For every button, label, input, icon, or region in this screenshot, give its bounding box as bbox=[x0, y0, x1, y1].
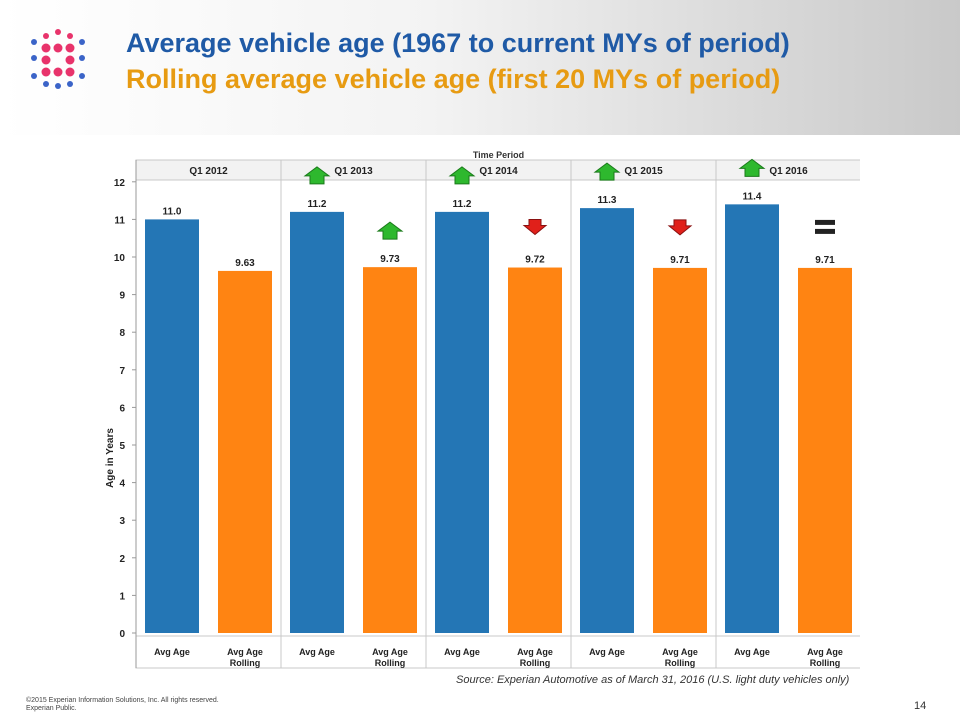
logo-dot bbox=[67, 81, 73, 87]
y-tick-label: 12 bbox=[114, 178, 126, 189]
logo-dot bbox=[65, 43, 75, 53]
data-label: 11.3 bbox=[598, 195, 617, 206]
category-label: Avg Age bbox=[444, 647, 480, 657]
copyright-line2: Experian Public. bbox=[26, 705, 77, 712]
category-label: Rolling bbox=[520, 658, 551, 668]
logo-dot bbox=[41, 43, 51, 53]
copyright-line1: ©2015 Experian Information Solutions, In… bbox=[26, 697, 219, 704]
avg-age-bar bbox=[290, 211, 344, 633]
category-label: Avg Age bbox=[734, 647, 770, 657]
avg-age-bar bbox=[145, 219, 199, 633]
logo-dot bbox=[65, 55, 75, 65]
category-label: Avg Age bbox=[662, 647, 698, 657]
y-tick-label: 0 bbox=[119, 629, 125, 640]
data-label: 9.72 bbox=[525, 255, 545, 266]
down-arrow-icon bbox=[522, 219, 548, 236]
avg-age-bar bbox=[725, 204, 779, 634]
slide-title-line2: Rolling average vehicle age (first 20 MY… bbox=[126, 64, 781, 94]
data-label: 11.0 bbox=[163, 206, 182, 217]
logo-dot bbox=[55, 83, 61, 89]
logo-dot bbox=[43, 81, 49, 87]
y-tick-label: 6 bbox=[119, 403, 125, 414]
up-arrow-icon bbox=[738, 158, 766, 177]
period-label: Q1 2014 bbox=[479, 166, 518, 177]
equal-sign-icon bbox=[815, 228, 835, 234]
logo-dot bbox=[79, 55, 85, 61]
avg-age-rolling-bar bbox=[798, 267, 852, 633]
y-tick-label: 2 bbox=[119, 554, 125, 565]
logo-dot bbox=[53, 67, 63, 77]
category-label: Rolling bbox=[665, 658, 696, 668]
up-arrow-icon bbox=[376, 221, 404, 240]
logo-dot bbox=[31, 55, 37, 61]
experian-logo-icon bbox=[31, 29, 85, 89]
data-label: 11.4 bbox=[743, 191, 762, 202]
period-label: Q1 2013 bbox=[334, 166, 373, 177]
y-tick-label: 5 bbox=[119, 441, 125, 452]
y-tick-label: 9 bbox=[119, 291, 125, 302]
category-label: Avg Age bbox=[517, 647, 553, 657]
copyright-note: ©2015 Experian Information Solutions, In… bbox=[26, 697, 219, 713]
y-tick-label: 1 bbox=[119, 591, 125, 602]
up-arrow-icon bbox=[448, 166, 476, 185]
data-label: 9.71 bbox=[815, 255, 835, 266]
logo-dot bbox=[65, 67, 75, 77]
avg-age-bar bbox=[580, 208, 634, 633]
category-label: Rolling bbox=[230, 658, 261, 668]
period-label: Q1 2012 bbox=[189, 166, 228, 177]
data-label: 11.2 bbox=[453, 199, 472, 210]
avg-age-rolling-bar bbox=[653, 267, 707, 633]
logo-dot bbox=[31, 73, 37, 79]
down-arrow-icon bbox=[667, 219, 693, 236]
logo-dot bbox=[67, 33, 73, 39]
y-tick-label: 10 bbox=[114, 253, 126, 264]
y-tick-label: 3 bbox=[119, 516, 125, 527]
category-label: Rolling bbox=[810, 658, 841, 668]
logo-dot bbox=[79, 39, 85, 45]
source-note: Source: Experian Automotive as of March … bbox=[456, 674, 850, 686]
equal-sign-icon bbox=[815, 219, 835, 225]
category-label: Avg Age bbox=[807, 647, 843, 657]
logo-dot bbox=[79, 73, 85, 79]
avg-age-rolling-bar bbox=[508, 267, 562, 633]
category-label: Avg Age bbox=[299, 647, 335, 657]
avg-age-rolling-bar bbox=[218, 270, 272, 633]
logo-dot bbox=[55, 29, 61, 35]
y-axis-label: Age in Years bbox=[105, 428, 116, 488]
category-label: Avg Age bbox=[589, 647, 625, 657]
period-label: Q1 2015 bbox=[624, 166, 663, 177]
data-label: 11.2 bbox=[308, 199, 327, 210]
logo-dot bbox=[41, 67, 51, 77]
logo-dot bbox=[43, 33, 49, 39]
category-label: Avg Age bbox=[154, 647, 190, 657]
y-tick-label: 7 bbox=[119, 366, 125, 377]
up-arrow-icon bbox=[593, 162, 621, 181]
y-tick-label: 4 bbox=[119, 479, 125, 490]
up-arrow-icon bbox=[303, 166, 331, 185]
avg-age-bar bbox=[435, 211, 489, 633]
avg-age-rolling-bar bbox=[363, 267, 417, 633]
period-label: Q1 2016 bbox=[769, 166, 808, 177]
y-tick-label: 11 bbox=[114, 215, 125, 226]
data-label: 9.63 bbox=[235, 258, 255, 269]
page-number: 14 bbox=[914, 700, 927, 712]
logo-dot bbox=[31, 39, 37, 45]
chart-title: Time Period bbox=[473, 150, 524, 160]
slide-header: Average vehicle age (1967 to current MYs… bbox=[0, 0, 960, 135]
y-tick-label: 8 bbox=[119, 328, 125, 339]
logo-dot bbox=[41, 55, 51, 65]
data-label: 9.73 bbox=[380, 254, 400, 265]
logo-dot bbox=[53, 43, 63, 53]
category-label: Avg Age bbox=[227, 647, 263, 657]
category-label: Avg Age bbox=[372, 647, 408, 657]
category-label: Rolling bbox=[375, 658, 406, 668]
data-label: 9.71 bbox=[670, 255, 690, 266]
slide-title-line1: Average vehicle age (1967 to current MYs… bbox=[126, 28, 790, 58]
